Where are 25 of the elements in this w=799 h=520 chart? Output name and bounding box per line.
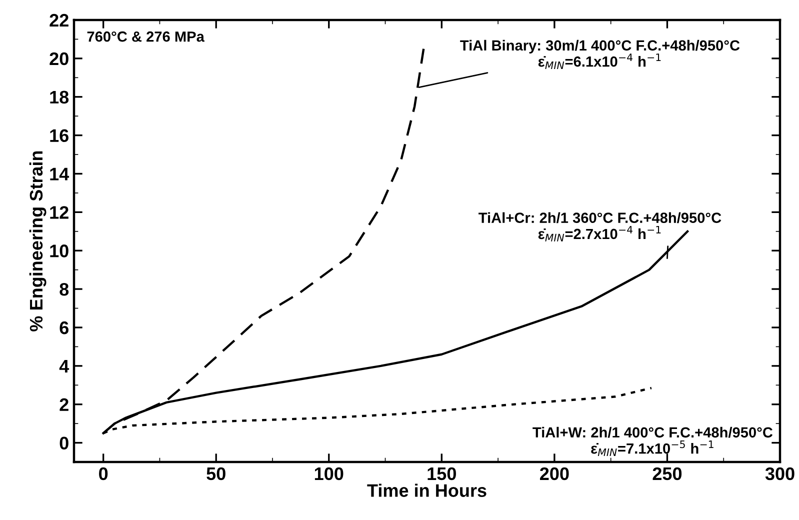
x-tick-label: 100 [314, 467, 344, 480]
y-axis-title: % Engineering Strain [29, 151, 46, 332]
annotation: TiAl Binary: 30m/1 400°C F.C.+48h/950°C ε̇$_{MIN}$=6.1x10$^{−4}$ h$^{−1}$ [460, 40, 740, 69]
x-tick-label: 0 [99, 467, 108, 480]
y-tick-label: 14 [50, 168, 70, 180]
y-tick-label: 12 [50, 206, 68, 219]
x-tick-label: 150 [428, 467, 456, 480]
annotation: TiAl+W: 2h/1 400°C F.C.+48h/950°C ε̇$_{MIN}$=7.1x10$^{−5}$ h$^{−1}$ [532, 426, 773, 456]
y-tick-label: 22 [50, 14, 68, 27]
x-tick-label: 50 [206, 467, 226, 480]
y-tick-label: 18 [50, 90, 69, 104]
y-tick-label: 2 [60, 398, 68, 411]
y-tick-label: 0 [60, 436, 68, 450]
y-tick-label: 16 [50, 129, 68, 142]
x-tick-label: 300 [765, 467, 794, 480]
y-tick-label: 4 [59, 360, 70, 372]
annotation: TiAl+Cr: 2h/1 360°C F.C.+48h/950°C ε̇$_{MIN}$=2.7x10$^{−4}$ h$^{−1}$ [478, 212, 722, 242]
x-tick-label: 200 [540, 467, 569, 480]
x-tick-label: 250 [652, 467, 682, 480]
y-tick-label: 6 [60, 321, 68, 334]
y-tick-label: 10 [50, 244, 68, 258]
x-axis-title: Time in Hours [367, 484, 486, 497]
y-tick-label: 20 [50, 52, 68, 66]
annotation: 760°C & 276 MPa [87, 31, 204, 42]
y-tick-label: 8 [60, 282, 69, 296]
